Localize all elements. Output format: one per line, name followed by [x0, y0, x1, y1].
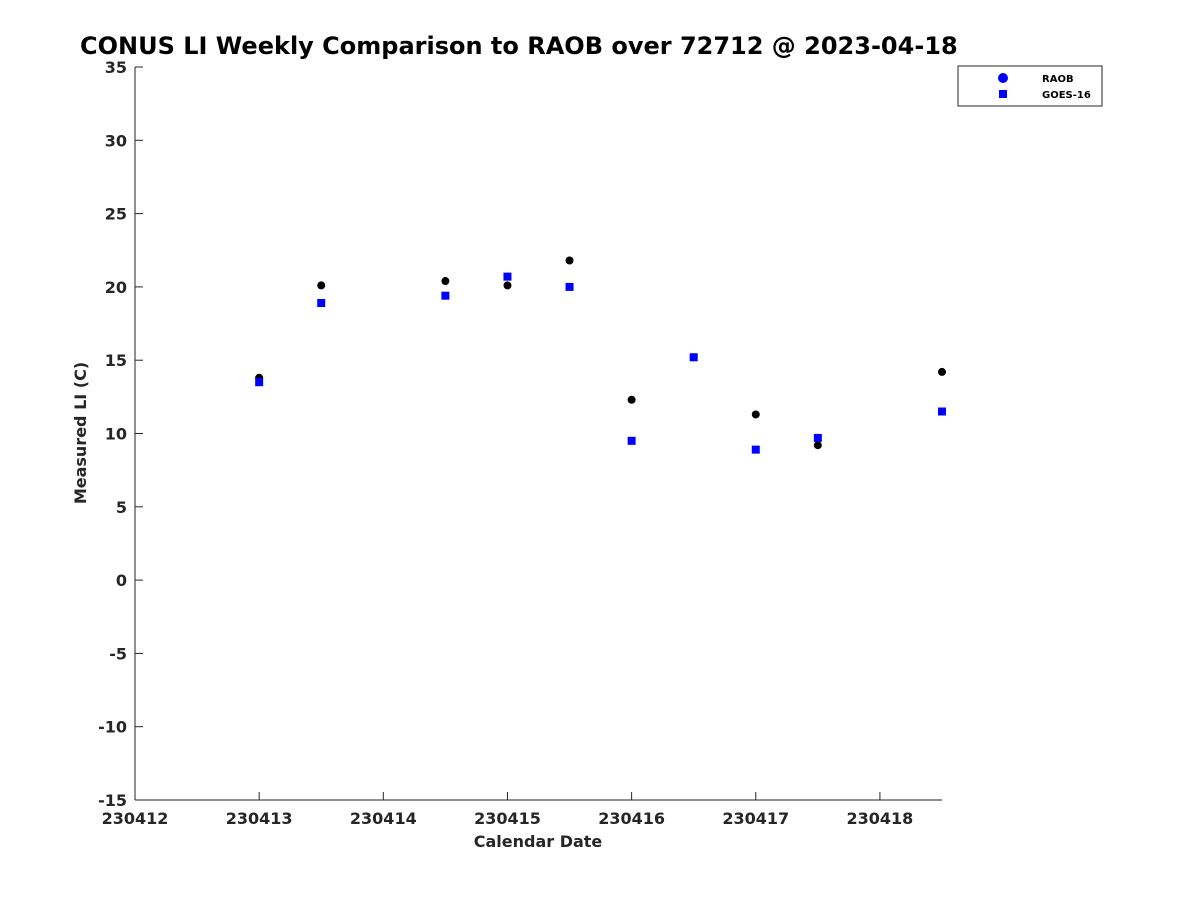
data-points	[255, 256, 946, 454]
goes16-point	[813, 433, 822, 442]
raob-point	[813, 441, 822, 450]
raob-point	[317, 281, 326, 290]
legend-box	[957, 65, 1103, 107]
raob-point	[627, 395, 636, 404]
y-tick-label: 15	[105, 351, 127, 370]
x-tick-label: 230415	[474, 809, 541, 828]
y-tick-label: 20	[105, 278, 127, 297]
raob-point	[751, 410, 760, 419]
y-axis-label: Measured LI (C)	[71, 362, 90, 504]
x-tick-label: 230413	[226, 809, 293, 828]
y-tick-label: 35	[105, 58, 127, 77]
goes16-point	[255, 378, 264, 387]
y-tick-label: 0	[116, 571, 127, 590]
legend: RAOB GOES-16	[957, 65, 1103, 107]
y-tick-label: -5	[109, 644, 127, 663]
x-tick-label: 230414	[350, 809, 417, 828]
x-tick-label: 230417	[722, 809, 789, 828]
legend-marker-goes16	[999, 90, 1007, 98]
y-tick-label: 5	[116, 498, 127, 517]
goes16-point	[565, 282, 574, 291]
x-tick-label: 230412	[102, 809, 169, 828]
x-axis-label: Calendar Date	[474, 832, 603, 851]
y-tick-label: 10	[105, 425, 127, 444]
raob-point	[565, 256, 574, 265]
raob-point	[503, 281, 512, 290]
x-tick-label: 230416	[598, 809, 665, 828]
goes16-point	[689, 353, 698, 362]
goes16-point	[938, 407, 946, 416]
y-tick-label: 30	[105, 131, 127, 150]
y-tick-label: 25	[105, 205, 127, 224]
goes16-point	[441, 291, 450, 300]
legend-label: RAOB	[1042, 74, 1074, 85]
goes16-point	[627, 436, 636, 445]
legend-label: GOES-16	[1042, 90, 1091, 101]
chart-title: CONUS LI Weekly Comparison to RAOB over …	[80, 32, 958, 60]
y-tick-label: -10	[98, 718, 127, 737]
goes16-point	[317, 299, 326, 308]
x-tick-label: 230418	[847, 809, 914, 828]
goes16-point	[751, 445, 760, 454]
legend-marker-raob	[998, 73, 1008, 83]
raob-point	[938, 367, 946, 376]
y-tick-label: -15	[98, 791, 127, 810]
raob-point	[441, 277, 450, 286]
goes16-point	[503, 272, 512, 281]
